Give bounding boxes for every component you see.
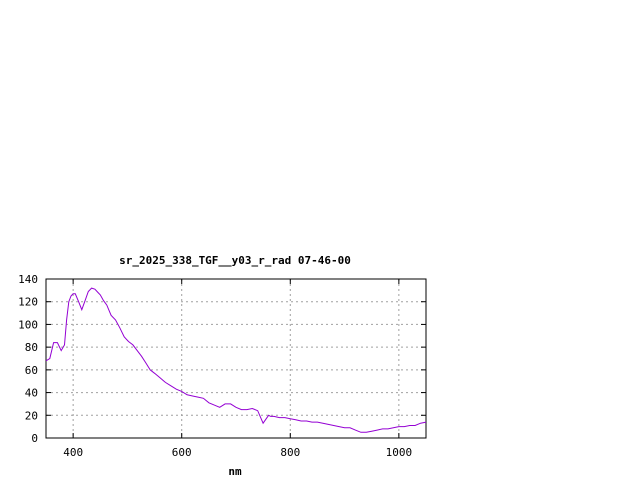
x-tick-label: 600 bbox=[172, 446, 192, 459]
x-axis-label: nm bbox=[228, 465, 242, 478]
y-tick-label: 20 bbox=[25, 409, 38, 422]
series-group bbox=[45, 287, 427, 433]
y-tick-label: 0 bbox=[31, 432, 38, 445]
y-tick-label: 120 bbox=[18, 296, 38, 309]
x-tick-label: 800 bbox=[280, 446, 300, 459]
y-tick-label: 140 bbox=[18, 273, 38, 286]
chart-title: sr_2025_338_TGF__y03_r_rad 07-46-00 bbox=[119, 254, 351, 267]
grid-lines bbox=[46, 279, 426, 438]
y-tick-label: 40 bbox=[25, 387, 38, 400]
x-axis-ticks: 400 600 800 1000 bbox=[63, 279, 412, 459]
plot-frame bbox=[45, 278, 427, 439]
x-tick-label: 400 bbox=[63, 446, 83, 459]
y-tick-label: 80 bbox=[25, 341, 38, 354]
series-line bbox=[45, 287, 427, 433]
y-tick-label: 100 bbox=[18, 318, 38, 331]
y-tick-label: 60 bbox=[25, 364, 38, 377]
y-axis-ticks: 0 20 40 60 80 100 120 140 bbox=[18, 273, 426, 445]
x-tick-label: 1000 bbox=[386, 446, 413, 459]
